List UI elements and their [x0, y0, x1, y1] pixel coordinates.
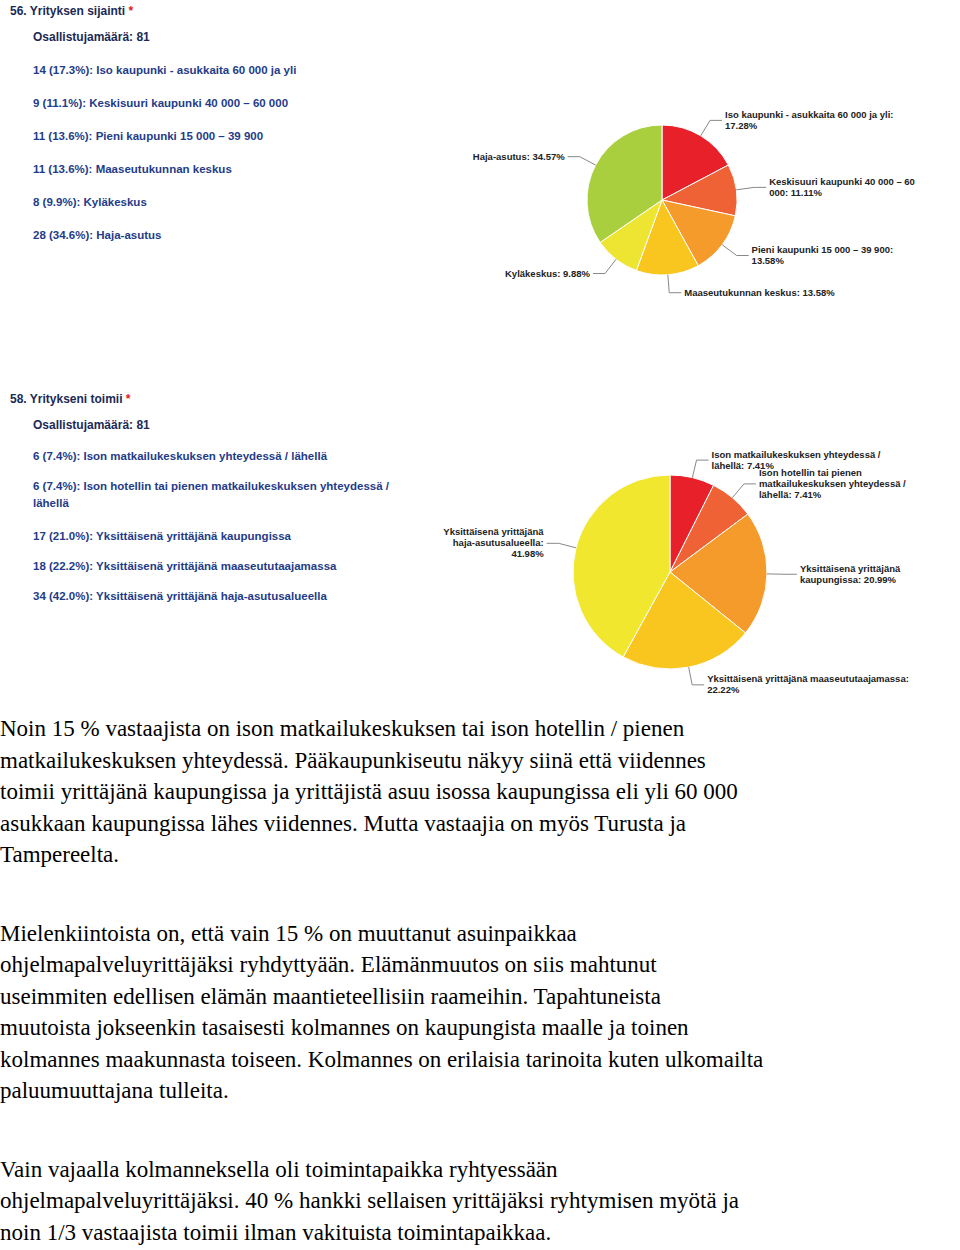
html-text:Ison matkailukeskuksen yhteyde: Ison matkailukeskuksen yhteydessä / [711, 448, 881, 460]
html-text:14 (17.3%): Iso kaupunki - asu: 14 (17.3%): Iso kaupunki - asukkaita 60 … [33, 64, 297, 76]
svg-text:Keskisuuri kaupunki 40 000 – 6: Keskisuuri kaupunki 40 000 – 60000: 11.1… [769, 176, 915, 198]
html-text:kolmannes maakunnasta toiseen.: kolmannes maakunnasta toiseen. Kolmannes… [0, 1046, 764, 1072]
html-text:ohjelmapalveluyrittäjäksi ryhd: ohjelmapalveluyrittäjäksi ryhdyttyään. E… [0, 952, 657, 977]
html-text:noin 1/3 vastaajista toimii il: noin 1/3 vastaajista toimii ilman vakitu… [0, 1219, 552, 1245]
svg-text:Yksittäisenä yrittäjänähaja-as: Yksittäisenä yrittäjänähaja-asutusalueel… [443, 526, 544, 559]
html-text:matkailukeskuksen yhteydessä.: matkailukeskuksen yhteydessä. Pääkaupunk… [0, 747, 706, 773]
html-text:17 (21.0%): Yksittäisenä yritt: 17 (21.0%): Yksittäisenä yrittäjänä kaup… [33, 530, 291, 542]
svg-text:Pieni kaupunki 15 000 – 39 900: Pieni kaupunki 15 000 – 39 900:13.58% [752, 244, 894, 266]
html-text:18 (22.2%): Yksittäisenä yritt: 18 (22.2%): Yksittäisenä yrittäjänä maas… [33, 560, 337, 572]
svg-text:Haja-asutus: 34.57%: Haja-asutus: 34.57% [473, 151, 565, 162]
html-text:toimii yrittäjänä kaupungissa: toimii yrittäjänä kaupungissa ja yrittäj… [0, 779, 738, 804]
html-text:Noin 15 % vastaajista on ison: Noin 15 % vastaajista on ison matkailuke… [0, 716, 685, 741]
html-text:56. Yrityksen sijainti *: 56. Yrityksen sijainti * [10, 4, 134, 18]
html-text:58. Yritykseni toimii *: 58. Yritykseni toimii * [10, 392, 131, 406]
html-text:Vain vajaalla kolmanneksella o: Vain vajaalla kolmanneksella oli toimint… [0, 1156, 558, 1182]
svg-text:Maaseutukunnan keskus: 13.58%: Maaseutukunnan keskus: 13.58% [684, 287, 835, 298]
html-text:useimmiten edellisen elämän ma: useimmiten edellisen elämän maantieteell… [0, 983, 661, 1009]
html-text:11 (13.6%): Pieni kaupunki 15: 11 (13.6%): Pieni kaupunki 15 000 – 39 9… [33, 130, 264, 142]
svg-text:Yksittäisenä yrittäjänäkaupung: Yksittäisenä yrittäjänäkaupungissa: 20.9… [800, 563, 901, 585]
html-text:muutoista jokseenkin tasaisest: muutoista jokseenkin tasaisesti kolmanne… [0, 1015, 689, 1040]
html-text:asukkaan kaupungissa lähes vii: asukkaan kaupungissa lähes viidennes. Mu… [0, 810, 687, 836]
html-text:28 (34.6%): Haja-asutus: 28 (34.6%): Haja-asutus [33, 229, 162, 241]
svg-text:Ison hotellin tai pienenmatkai: Ison hotellin tai pienenmatkailukeskukse… [759, 467, 906, 500]
html-text:8 (9.9%): Kyläkeskus: 8 (9.9%): Kyläkeskus [33, 196, 147, 208]
html-text:Osallistujamäärä: 81: Osallistujamäärä: 81 [33, 418, 150, 432]
html-text:6 (7.4%): Ison hotellin tai pi: 6 (7.4%): Ison hotellin tai pienen matka… [33, 480, 389, 509]
svg-text:Yksittäisenä yrittäjänä maaseu: Yksittäisenä yrittäjänä maaseututaajamas… [707, 673, 909, 695]
html-text:Tampereelta.: Tampereelta. [0, 842, 120, 867]
html-text:11 (13.6%): Maaseutukunnan kes: 11 (13.6%): Maaseutukunnan keskus [33, 163, 232, 175]
html-text:34 (42.0%): Yksittäisenä yritt: 34 (42.0%): Yksittäisenä yrittäjänä haja… [33, 590, 327, 602]
html-text:ohjelmapalveluyrittäjäksi. 40: ohjelmapalveluyrittäjäksi. 40 % hankki s… [0, 1188, 739, 1213]
svg-text:Iso kaupunki - asukkaita 60 00: Iso kaupunki - asukkaita 60 000 ja yli:1… [725, 109, 893, 131]
html-text:Mielenkiintoista on, että vain: Mielenkiintoista on, että vain 15 % on m… [0, 920, 577, 946]
html-text:lähellä: 7.41%: lähellä: 7.41% [711, 459, 774, 471]
html-text:9 (11.1%): Keskisuuri kaupunki: 9 (11.1%): Keskisuuri kaupunki 40 000 – … [33, 97, 289, 109]
svg-text:Kyläkeskus: 9.88%: Kyläkeskus: 9.88% [505, 268, 591, 279]
html-text:6 (7.4%): Ison matkailukeskuks: 6 (7.4%): Ison matkailukeskuksen yhteyde… [33, 450, 327, 462]
html-text:Osallistujamäärä: 81: Osallistujamäärä: 81 [33, 30, 150, 44]
html-text:paluumuuttajana tulleita.: paluumuuttajana tulleita. [0, 1078, 229, 1103]
